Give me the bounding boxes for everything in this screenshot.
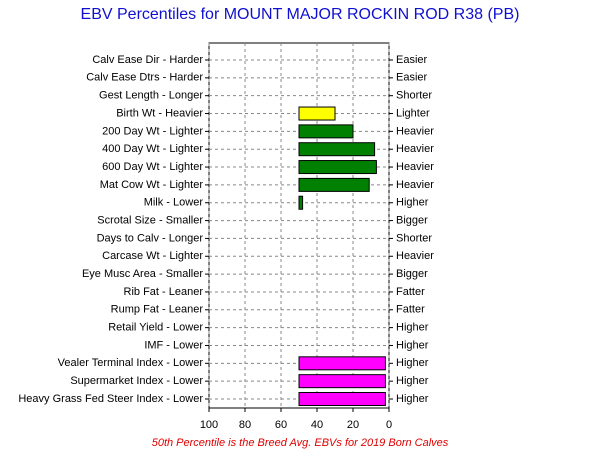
right-label: Higher bbox=[396, 197, 429, 209]
right-label: Higher bbox=[396, 357, 429, 369]
right-label: Higher bbox=[396, 393, 429, 405]
y-tick-label: Vealer Terminal Index - Lower bbox=[58, 357, 204, 369]
y-tick-label: Mat Cow Wt - Lighter bbox=[100, 179, 204, 191]
x-tick-label: 100 bbox=[200, 419, 218, 431]
y-tick-label: Calv Ease Dir - Harder bbox=[92, 54, 203, 66]
right-label: Bigger bbox=[396, 268, 428, 280]
right-label: Fatter bbox=[396, 304, 425, 316]
right-label: Higher bbox=[396, 322, 429, 334]
right-label: Heavier bbox=[396, 143, 434, 155]
chart-title: EBV Percentiles for MOUNT MAJOR ROCKIN R… bbox=[81, 6, 520, 23]
right-label: Higher bbox=[396, 339, 429, 351]
bar bbox=[298, 177, 370, 192]
y-tick-label: 600 Day Wt - Lighter bbox=[102, 161, 203, 173]
bar bbox=[298, 374, 386, 389]
y-tick-label: Calv Ease Dtrs - Harder bbox=[86, 72, 203, 84]
right-label: Easier bbox=[396, 54, 428, 66]
y-tick-label: IMF - Lower bbox=[144, 339, 203, 351]
x-tick-label: 40 bbox=[311, 419, 323, 431]
y-tick-label: Carcase Wt - Lighter bbox=[102, 250, 203, 262]
right-label: Heavier bbox=[396, 250, 434, 262]
y-tick-label: Days to Calv - Longer bbox=[97, 232, 204, 244]
right-label: Lighter bbox=[396, 107, 430, 119]
y-tick-label: Birth Wt - Heavier bbox=[116, 107, 203, 119]
bar bbox=[298, 356, 386, 371]
bar bbox=[298, 142, 376, 157]
y-tick-label: Eye Musc Area - Smaller bbox=[82, 268, 203, 280]
bar bbox=[298, 124, 354, 139]
right-label: Higher bbox=[396, 375, 429, 387]
right-label: Easier bbox=[396, 72, 428, 84]
y-tick-label: Scrotal Size - Smaller bbox=[97, 214, 203, 226]
right-label: Heavier bbox=[396, 179, 434, 191]
bar bbox=[298, 195, 304, 210]
y-tick-label: 400 Day Wt - Lighter bbox=[102, 143, 203, 155]
bar bbox=[298, 106, 336, 121]
y-tick-label: Gest Length - Longer bbox=[99, 90, 203, 102]
y-tick-label: Supermarket Index - Lower bbox=[70, 375, 203, 387]
x-tick-label: 60 bbox=[275, 419, 287, 431]
bar bbox=[298, 160, 377, 175]
y-tick-label: Rump Fat - Leaner bbox=[111, 304, 204, 316]
y-tick-label: Milk - Lower bbox=[144, 197, 204, 209]
right-label: Heavier bbox=[396, 161, 434, 173]
y-tick-label: Rib Fat - Leaner bbox=[124, 286, 204, 298]
right-label: Shorter bbox=[396, 232, 432, 244]
plot-frame bbox=[208, 42, 390, 409]
footnote: 50th Percentile is the Breed Avg. EBVs f… bbox=[152, 437, 449, 449]
x-tick-label: 20 bbox=[347, 419, 359, 431]
y-tick-label: Retail Yield - Lower bbox=[108, 322, 203, 334]
right-label: Heavier bbox=[396, 125, 434, 137]
right-label: Bigger bbox=[396, 214, 428, 226]
x-tick-label: 0 bbox=[386, 419, 392, 431]
y-tick-label: Heavy Grass Fed Steer Index - Lower bbox=[18, 393, 203, 405]
right-label: Shorter bbox=[396, 90, 432, 102]
x-tick-label: 80 bbox=[239, 419, 251, 431]
y-tick-label: 200 Day Wt - Lighter bbox=[102, 125, 203, 137]
bar bbox=[298, 392, 386, 406]
right-label: Fatter bbox=[396, 286, 425, 298]
